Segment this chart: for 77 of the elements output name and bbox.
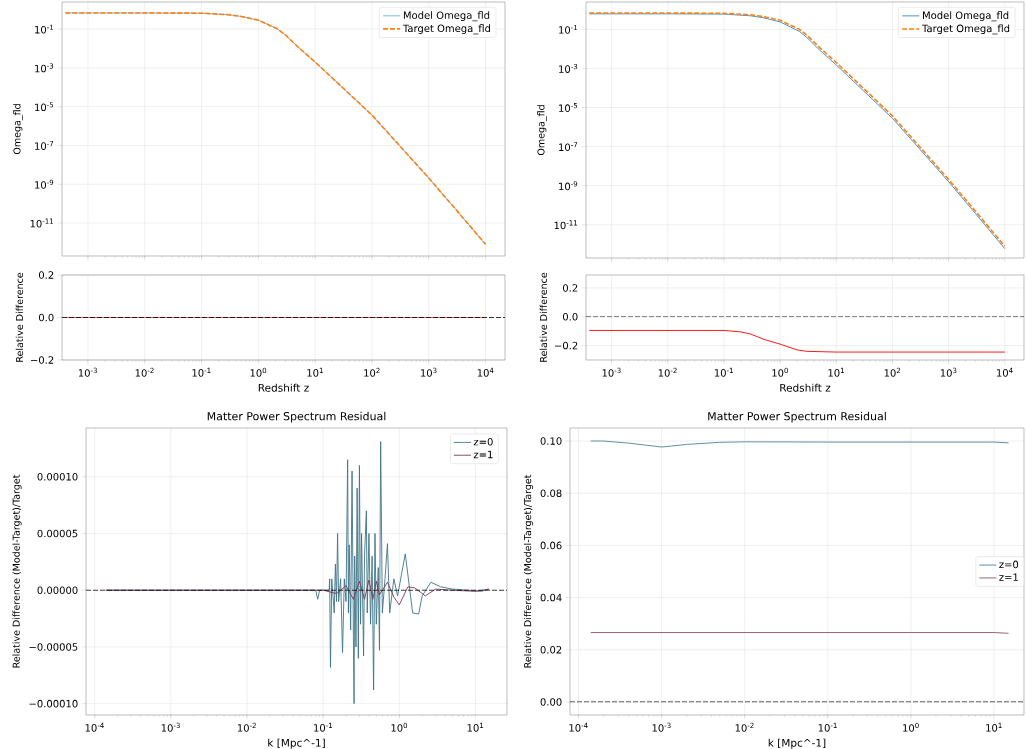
y-axis-title: Relative Difference (Model-Target)/Target (523, 474, 534, 668)
x-tick-label: 10$^{2}$ (364, 367, 380, 377)
legend-label: Model Omega_fld (403, 11, 490, 22)
y-tick-label: 0.0 (38, 313, 54, 322)
x-tick-label: 10$^{-4}$ (85, 722, 104, 732)
x-tick-label: 10$^{1}$ (986, 722, 1002, 732)
x-tick-label: 10$^{-1}$ (818, 722, 837, 732)
y-axis-title: Relative Difference (Model-Target)/Target (12, 474, 22, 668)
y-tick-label: 10$^{-5}$ (559, 103, 578, 112)
x-tick-label: 10$^{-3}$ (602, 367, 621, 377)
y-tick-label: −0.2 (555, 341, 578, 350)
x-tick-label: 10$^{1}$ (467, 722, 484, 732)
y-axis-title: Omega_fld (537, 105, 547, 156)
x-tick-label: 10$^{1}$ (828, 367, 844, 377)
y-tick-label: 10$^{-7}$ (559, 142, 578, 152)
y-tick-label: 0.10 (540, 437, 562, 445)
x-tick-label: 10$^{-1}$ (192, 367, 211, 377)
y-tick-label: 10$^{-11}$ (30, 218, 54, 228)
legend-label: z=0 (999, 560, 1019, 569)
x-tick-label: 10$^{0}$ (391, 722, 408, 732)
x-tick-label: 10$^{-3}$ (652, 722, 671, 732)
y-tick-label: 0.02 (540, 645, 562, 654)
y-tick-label: 10$^{-9}$ (35, 179, 54, 189)
y-tick-label: 0.0 (562, 312, 578, 321)
y-tick-label: 10$^{-11}$ (554, 220, 578, 230)
legend-label: z=0 (473, 437, 493, 446)
x-tick-label: 10$^{-1}$ (314, 722, 333, 732)
y-tick-label: 0.2 (562, 284, 578, 292)
legend-label: Model Omega_fld (923, 11, 1009, 22)
x-tick-label: 10$^{0}$ (772, 367, 788, 377)
y-tick-label: 0.04 (540, 593, 562, 602)
y-tick-label: 0.00005 (37, 529, 78, 538)
y-tick-label: 0.00010 (37, 472, 78, 481)
x-tick-label: 10$^{3}$ (940, 367, 957, 377)
x-tick-label: 10$^{-3}$ (161, 722, 180, 732)
chart-title: Matter Power Spectrum Residual (708, 411, 886, 423)
legend-label: Target Omega_fld (922, 24, 1010, 35)
x-tick-label: 10$^{-2}$ (735, 722, 754, 732)
x-tick-label: 10$^{-2}$ (237, 722, 256, 732)
y-axis-title: Relative Difference (15, 272, 24, 362)
y-axis-title: Omega_fld (13, 104, 23, 155)
y-tick-label: 10$^{-9}$ (559, 181, 578, 191)
y-tick-label: 10$^{-1}$ (559, 24, 578, 34)
x-tick-label: 10$^{-2}$ (135, 367, 154, 377)
x-tick-label: 10$^{1}$ (307, 367, 323, 377)
x-tick-label: 10$^{-2}$ (658, 367, 677, 377)
y-tick-label: 10$^{-7}$ (35, 141, 54, 150)
chart-title: Matter Power Spectrum Residual (207, 411, 386, 423)
y-tick-label: 0.00000 (37, 586, 78, 594)
x-axis-title: k [Mpc^-1] (268, 738, 325, 749)
x-tick-label: 10$^{3}$ (421, 367, 437, 377)
y-axis-title: Relative Difference (539, 272, 548, 362)
x-axis-title: Redshift z (780, 383, 831, 392)
y-tick-label: 0.06 (540, 541, 562, 550)
y-tick-label: 0.00 (540, 698, 562, 706)
x-tick-label: 10$^{0}$ (250, 367, 267, 377)
x-axis-title: Redshift z (258, 383, 309, 392)
y-tick-label: 10$^{-5}$ (35, 102, 54, 112)
y-tick-label: 0.08 (540, 489, 562, 497)
x-tick-label: 10$^{-1}$ (714, 367, 733, 377)
x-tick-label: 10$^{0}$ (903, 722, 919, 732)
y-tick-label: −0.00005 (29, 643, 78, 651)
y-tick-label: −0.2 (30, 356, 54, 364)
x-tick-label: 10$^{-4}$ (569, 722, 588, 732)
x-tick-label: 10$^{2}$ (884, 367, 901, 377)
y-tick-label: −0.00010 (29, 699, 78, 708)
legend-label: z=1 (473, 450, 493, 459)
legend-label: Target Omega_fld (402, 24, 491, 35)
legend-label: z=1 (999, 573, 1018, 581)
y-tick-label: 10$^{-3}$ (559, 63, 578, 73)
x-tick-label: 10$^{-3}$ (78, 367, 97, 377)
x-tick-label: 10$^{4}$ (997, 367, 1013, 377)
x-tick-label: 10$^{4}$ (477, 367, 494, 377)
x-axis-title: k [Mpc^-1] (768, 738, 826, 749)
y-tick-label: 10$^{-1}$ (35, 24, 54, 34)
y-tick-label: 0.2 (38, 271, 54, 279)
y-tick-label: 10$^{-3}$ (35, 63, 54, 73)
